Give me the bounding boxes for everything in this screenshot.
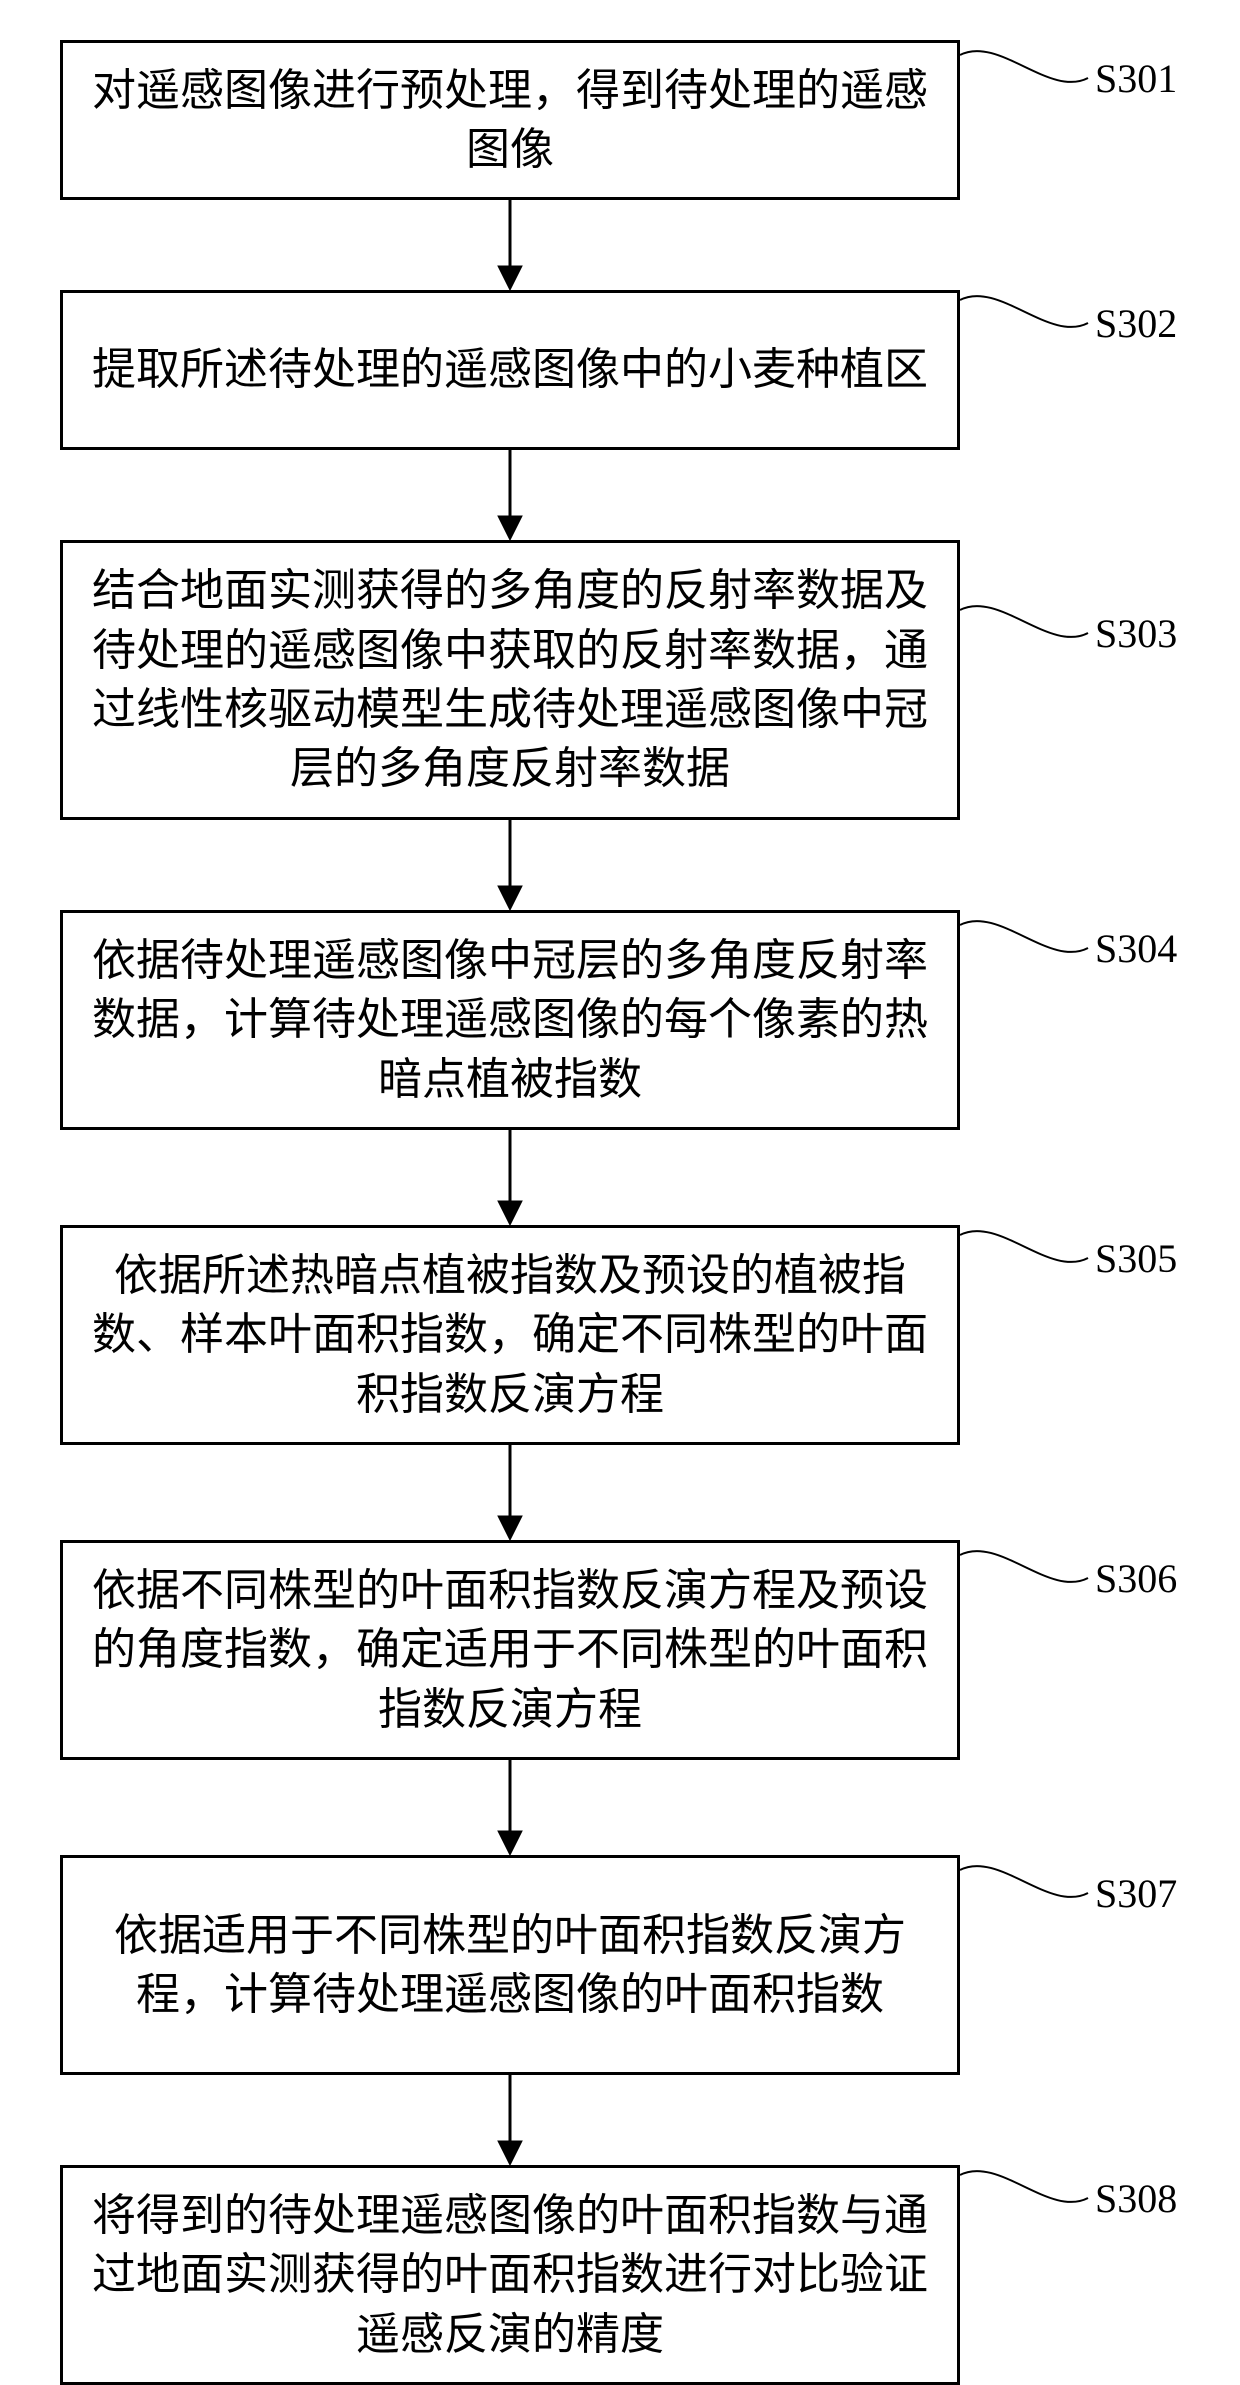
flowchart-leader-3: [955, 570, 1093, 673]
flowchart-leader-7: [955, 1830, 1093, 1933]
flowchart-node-s306: 依据不同株型的叶面积指数反演方程及预设的角度指数，确定适用于不同株型的叶面积指数…: [60, 1540, 960, 1760]
flowchart-leader-1: [955, 15, 1093, 118]
flowchart-label-s307: S307: [1095, 1870, 1177, 1917]
flowchart-arrow-4: [494, 1130, 526, 1225]
flowchart-canvas: 对遥感图像进行预处理，得到待处理的遥感图像 提取所述待处理的遥感图像中的小麦种植…: [0, 0, 1240, 2351]
flowchart-arrow-6: [494, 1760, 526, 1855]
flowchart-leader-6: [955, 1515, 1093, 1618]
flowchart-node-s304: 依据待处理遥感图像中冠层的多角度反射率数据，计算待处理遥感图像的每个像素的热暗点…: [60, 910, 960, 1130]
flowchart-arrow-3: [494, 820, 526, 910]
flowchart-node-s303: 结合地面实测获得的多角度的反射率数据及待处理的遥感图像中获取的反射率数据，通过线…: [60, 540, 960, 820]
flowchart-label-s306: S306: [1095, 1555, 1177, 1602]
flowchart-arrow-1: [494, 200, 526, 290]
flowchart-leader-8: [955, 2135, 1093, 2238]
flowchart-leader-2: [955, 260, 1093, 363]
flowchart-label-s308: S308: [1095, 2175, 1177, 2222]
flowchart-node-s305: 依据所述热暗点植被指数及预设的植被指数、样本叶面积指数，确定不同株型的叶面积指数…: [60, 1225, 960, 1445]
flowchart-node-s308: 将得到的待处理遥感图像的叶面积指数与通过地面实测获得的叶面积指数进行对比验证遥感…: [60, 2165, 960, 2385]
flowchart-label-s305: S305: [1095, 1235, 1177, 1282]
flowchart-node-s301: 对遥感图像进行预处理，得到待处理的遥感图像: [60, 40, 960, 200]
flowchart-label-s304: S304: [1095, 925, 1177, 972]
flowchart-leader-4: [955, 885, 1093, 988]
flowchart-leader-5: [955, 1195, 1093, 1298]
flowchart-arrow-5: [494, 1445, 526, 1540]
flowchart-label-s301: S301: [1095, 55, 1177, 102]
flowchart-node-s307: 依据适用于不同株型的叶面积指数反演方程，计算待处理遥感图像的叶面积指数: [60, 1855, 960, 2075]
flowchart-label-s303: S303: [1095, 610, 1177, 657]
flowchart-arrow-2: [494, 450, 526, 540]
flowchart-node-s302: 提取所述待处理的遥感图像中的小麦种植区: [60, 290, 960, 450]
flowchart-label-s302: S302: [1095, 300, 1177, 347]
flowchart-arrow-7: [494, 2075, 526, 2165]
